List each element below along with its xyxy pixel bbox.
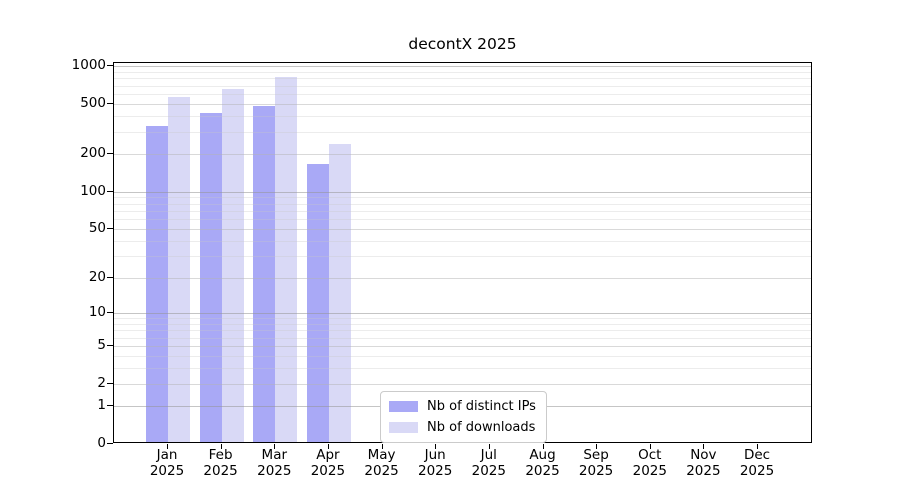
x-tick-label-feb: Feb 2025: [203, 447, 238, 479]
bar-mar-ips: [253, 105, 276, 442]
x-tick-label-aug: Aug 2025: [525, 447, 560, 479]
x-tick-feb: [220, 444, 222, 449]
y-tick-label-1000: 1000: [71, 57, 106, 74]
legend-swatch-distinct-ips: [389, 401, 418, 412]
y-tick-500: [107, 103, 113, 105]
bar-feb-ips: [199, 112, 222, 442]
x-tick-apr: [327, 444, 329, 449]
y-tick-label-100: 100: [80, 182, 106, 199]
bar-jan-downloads: [168, 97, 190, 442]
x-tick-nov: [703, 444, 705, 449]
plot-area: [113, 62, 812, 443]
y-tick-0: [107, 443, 113, 444]
y-tick-label-10: 10: [88, 303, 106, 320]
y-tick-50: [107, 228, 113, 229]
x-tick-label-apr: Apr 2025: [310, 447, 346, 479]
y-tick-label-20: 20: [88, 268, 106, 285]
chart-title: decontX 2025: [408, 35, 517, 53]
x-tick-label-sep: Sep 2025: [578, 447, 614, 479]
x-tick-aug: [542, 444, 544, 449]
y-tick-label-0: 0: [97, 435, 106, 451]
x-tick-mar: [274, 444, 276, 449]
y-tick-label-1: 1: [97, 397, 106, 414]
y-tick-label-5: 5: [97, 337, 106, 353]
x-tick-label-jan: Jan 2025: [149, 447, 185, 479]
y-tick-label-500: 500: [80, 95, 106, 112]
bar-jan-ips: [146, 125, 168, 442]
x-tick-label-mar: Mar 2025: [257, 447, 292, 479]
x-tick-oct: [649, 444, 651, 449]
y-tick-5: [107, 345, 113, 346]
bar-feb-downloads: [221, 88, 244, 442]
legend-item-downloads: Nb of downloads: [389, 420, 536, 435]
bar-apr-downloads: [328, 144, 351, 442]
legend-label-distinct-ips: Nb of distinct IPs: [427, 399, 536, 414]
bar-mar-downloads: [275, 77, 298, 442]
x-tick-label-nov: Nov 2025: [686, 447, 721, 479]
x-tick-jun: [435, 444, 437, 449]
y-tick-200: [107, 153, 113, 154]
y-tick-label-2: 2: [97, 374, 106, 391]
y-tick-label-200: 200: [80, 145, 106, 161]
y-tick-1: [107, 405, 113, 407]
bar-apr-ips: [306, 163, 329, 442]
x-tick-sep: [596, 444, 598, 449]
x-tick-dec: [757, 444, 758, 449]
legend: Nb of distinct IPs Nb of downloads: [380, 391, 547, 443]
x-tick-jan: [167, 444, 168, 449]
y-tick-20: [107, 276, 113, 278]
x-tick-label-may: May 2025: [364, 447, 399, 479]
y-tick-10: [107, 311, 113, 313]
y-tick-2: [107, 382, 113, 384]
x-tick-label-dec: Dec 2025: [739, 447, 775, 479]
x-tick-label-jul: Jul 2025: [471, 447, 506, 479]
x-tick-label-jun: Jun 2025: [418, 447, 453, 479]
x-tick-may: [381, 444, 383, 449]
legend-item-distinct-ips: Nb of distinct IPs: [389, 399, 536, 414]
x-tick-jul: [488, 444, 490, 449]
legend-label-downloads: Nb of downloads: [427, 420, 536, 435]
x-tick-label-oct: Oct 2025: [632, 447, 667, 479]
legend-swatch-downloads: [389, 422, 418, 433]
y-tick-1000: [107, 65, 113, 67]
y-tick-label-50: 50: [88, 220, 106, 236]
y-tick-100: [107, 190, 113, 192]
bar-layer: [114, 63, 811, 442]
